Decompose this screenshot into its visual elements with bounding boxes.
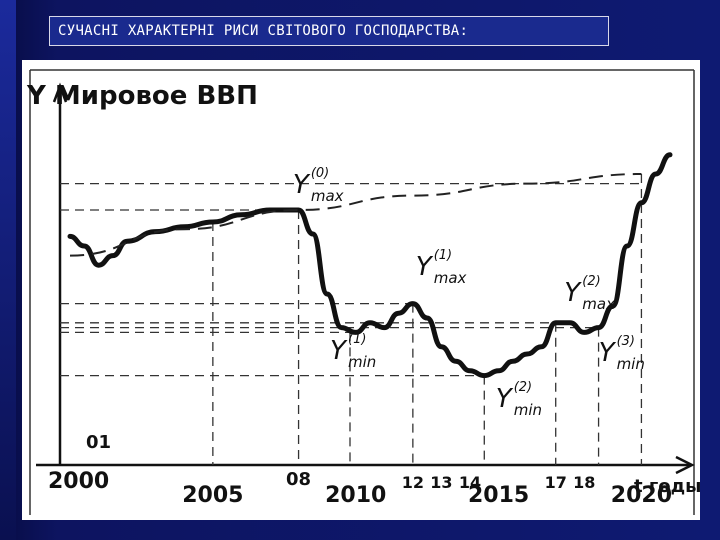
x-tick-label: 2005 bbox=[182, 483, 243, 508]
slide-side-stripe bbox=[0, 0, 16, 540]
annotation-label: Y (3) min bbox=[599, 334, 645, 373]
slide-title: СУЧАСНІ ХАРАКТЕРНІ РИСИ СВІТОВОГО ГОСПОД… bbox=[49, 16, 609, 46]
annotation-symbol: Y bbox=[564, 278, 582, 308]
annotation-label: Y (2) max bbox=[564, 274, 615, 313]
y-axis-label: Y Мировое ВВП bbox=[26, 81, 258, 111]
gdp-trend-line bbox=[69, 173, 642, 257]
annotation-subscript: min bbox=[617, 355, 645, 373]
x-tick-label: 2010 bbox=[325, 483, 386, 508]
chart-panel: Y Мировое ВВП t годы 2000 01 2005 08 2010 12 1… bbox=[22, 60, 700, 520]
gdp-chart: Y Мировое ВВП t годы 2000 01 2005 08 2010 12 1… bbox=[26, 69, 700, 515]
x-tick-label: 2000 bbox=[48, 469, 109, 494]
gdp-curve bbox=[67, 152, 673, 379]
annotation-symbol: Y bbox=[599, 338, 617, 368]
x-tick-label: 2015 bbox=[468, 483, 529, 508]
annotation-superscript: (2) bbox=[514, 380, 532, 395]
x-axis-label: t годы bbox=[634, 476, 700, 497]
annotation-subscript: max bbox=[311, 187, 344, 205]
annotation-superscript: (1) bbox=[348, 332, 366, 347]
annotation-symbol: Y bbox=[416, 252, 434, 282]
x-axis-arrow bbox=[675, 455, 695, 475]
x-tick-label: 01 bbox=[86, 432, 111, 453]
x-tick-label: 08 bbox=[286, 469, 311, 490]
annotation-subscript: max bbox=[582, 295, 615, 313]
annotation-label: Y (2) min bbox=[496, 380, 542, 419]
annotation-superscript: (2) bbox=[582, 274, 600, 289]
annotation-symbol: Y bbox=[496, 384, 514, 414]
annotation-superscript: (1) bbox=[434, 248, 452, 263]
y-axis-arrow bbox=[52, 82, 68, 103]
x-tick-label: 18 bbox=[573, 473, 595, 492]
x-tick-label: 17 bbox=[545, 473, 567, 492]
annotation-subscript: min bbox=[348, 353, 376, 371]
x-tick-label: 2020 bbox=[611, 483, 672, 508]
series-group bbox=[67, 152, 673, 379]
annotation-symbol: Y bbox=[330, 336, 348, 366]
annotation-superscript: (3) bbox=[617, 334, 635, 349]
x-tick-label: 12 bbox=[402, 473, 424, 492]
annotation-symbol: Y bbox=[293, 170, 311, 200]
reference-lines bbox=[60, 174, 643, 465]
annotation-subscript: max bbox=[434, 269, 467, 287]
x-tick-label: 13 bbox=[430, 473, 452, 492]
x-tick-label: 14 bbox=[459, 473, 481, 492]
annotation-label: Y (0) max bbox=[293, 166, 344, 205]
annotation-label: Y (1) min bbox=[330, 332, 376, 371]
annotation-superscript: (0) bbox=[311, 166, 329, 181]
annotation-label: Y (1) max bbox=[416, 248, 467, 287]
annotation-subscript: min bbox=[514, 401, 542, 419]
